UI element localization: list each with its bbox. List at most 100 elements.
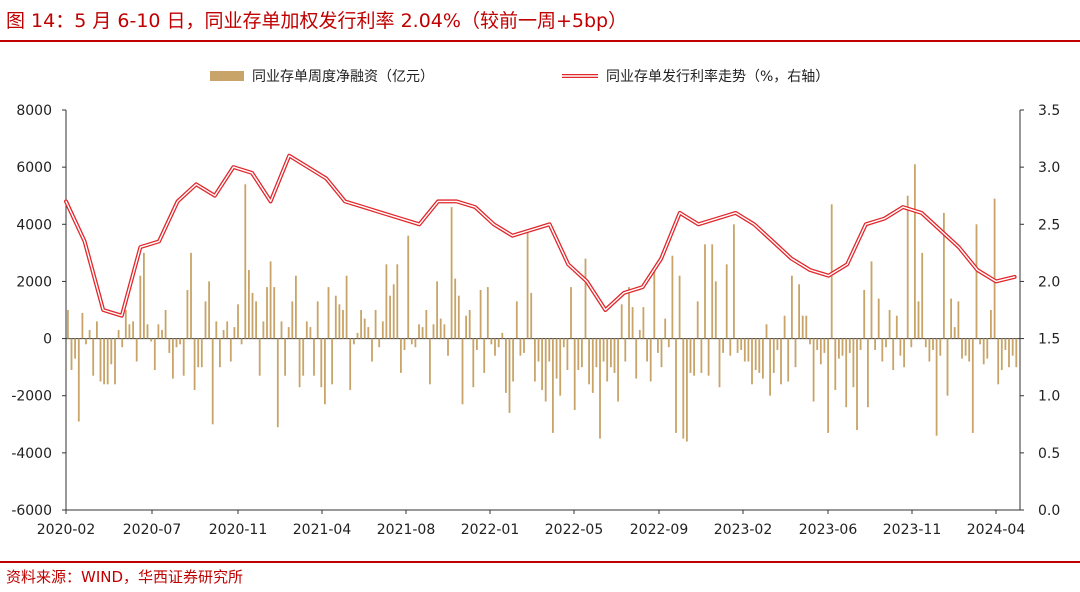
bar (515, 301, 518, 339)
bar (570, 287, 572, 339)
bar (219, 338, 221, 368)
bar (747, 338, 750, 362)
bar (276, 338, 279, 428)
bar (812, 338, 815, 402)
bar (74, 338, 76, 359)
bar (378, 338, 381, 348)
bar (848, 338, 851, 353)
bar (559, 338, 562, 396)
bar (642, 307, 645, 339)
bar (921, 252, 924, 339)
bar (512, 338, 514, 382)
bar (255, 301, 257, 339)
bar (172, 338, 174, 379)
bar (96, 321, 98, 339)
bar (791, 275, 793, 339)
bar (486, 287, 489, 339)
bar (309, 327, 312, 339)
bar (273, 287, 276, 339)
bar (671, 255, 674, 339)
bar (754, 338, 757, 370)
bar (664, 318, 667, 339)
x-tick-label: 2021-08 (377, 522, 436, 538)
bar (968, 338, 971, 362)
x-tick-label: 2020-02 (37, 522, 96, 538)
bar (982, 338, 985, 365)
bar (783, 315, 786, 339)
bar (946, 338, 949, 396)
bar (403, 338, 406, 350)
bar (932, 338, 934, 350)
axes: -6000 -4000 -2000 0 2000 4000 6000 8000 0.0 0.5 1.… (11, 103, 1060, 538)
x-tick-label: 2020-07 (123, 522, 182, 538)
bar (164, 310, 167, 339)
bar (77, 338, 80, 422)
bar (182, 338, 185, 376)
bar (81, 312, 84, 339)
bar (971, 338, 974, 433)
bar (367, 327, 370, 339)
bar (305, 321, 308, 339)
y-right-tick-label: 0.5 (1038, 446, 1060, 462)
y-right-tick-label: 0.0 (1038, 503, 1060, 519)
bar (338, 304, 341, 339)
bar (465, 315, 467, 339)
bar (450, 207, 453, 339)
bar (885, 338, 887, 348)
bar (429, 338, 431, 385)
bar (722, 338, 724, 353)
bar (845, 338, 848, 408)
bar (635, 338, 638, 379)
bar (374, 310, 377, 339)
y-left-tick-label: 4000 (16, 217, 52, 233)
rate-line-inner (65, 155, 1016, 317)
bar (646, 338, 648, 362)
bar (906, 195, 909, 339)
y-left-tick-label: -4000 (11, 446, 52, 462)
bar (953, 327, 956, 339)
bar (863, 290, 866, 339)
bar (418, 324, 420, 339)
bar (295, 275, 297, 339)
bar (910, 338, 913, 348)
bar (324, 338, 326, 405)
bar (588, 338, 590, 385)
bar (200, 338, 203, 368)
bar (628, 287, 630, 339)
bar (537, 338, 540, 362)
source-note: 资料来源：WIND，华西证券研究所 (6, 568, 244, 586)
bar (562, 338, 565, 348)
bar (179, 338, 181, 345)
x-tick-label: 2024-04 (967, 522, 1026, 538)
bar (881, 338, 884, 362)
bar (700, 338, 703, 373)
bar (457, 295, 460, 339)
bar (867, 338, 869, 408)
bar (244, 184, 247, 339)
bar (291, 301, 294, 339)
bar (371, 338, 373, 362)
bar (497, 338, 500, 348)
bar (809, 338, 811, 345)
bar (859, 338, 862, 350)
bar (197, 338, 200, 368)
bar (519, 338, 522, 356)
bar (794, 338, 797, 368)
y-right-tick-label: 1.5 (1038, 332, 1060, 348)
bar (400, 338, 402, 373)
net-financing-bars (67, 164, 1018, 442)
bar (505, 338, 507, 393)
footer-divider (0, 561, 1080, 563)
bar (1015, 338, 1018, 368)
bar (617, 338, 619, 402)
bar (823, 338, 826, 353)
bar (334, 295, 337, 339)
bar (624, 338, 627, 362)
bar (150, 338, 153, 342)
bar (877, 298, 880, 339)
bar (353, 338, 355, 345)
bar (298, 338, 301, 388)
bar (153, 338, 156, 370)
bar (693, 338, 695, 376)
bar (439, 318, 442, 339)
